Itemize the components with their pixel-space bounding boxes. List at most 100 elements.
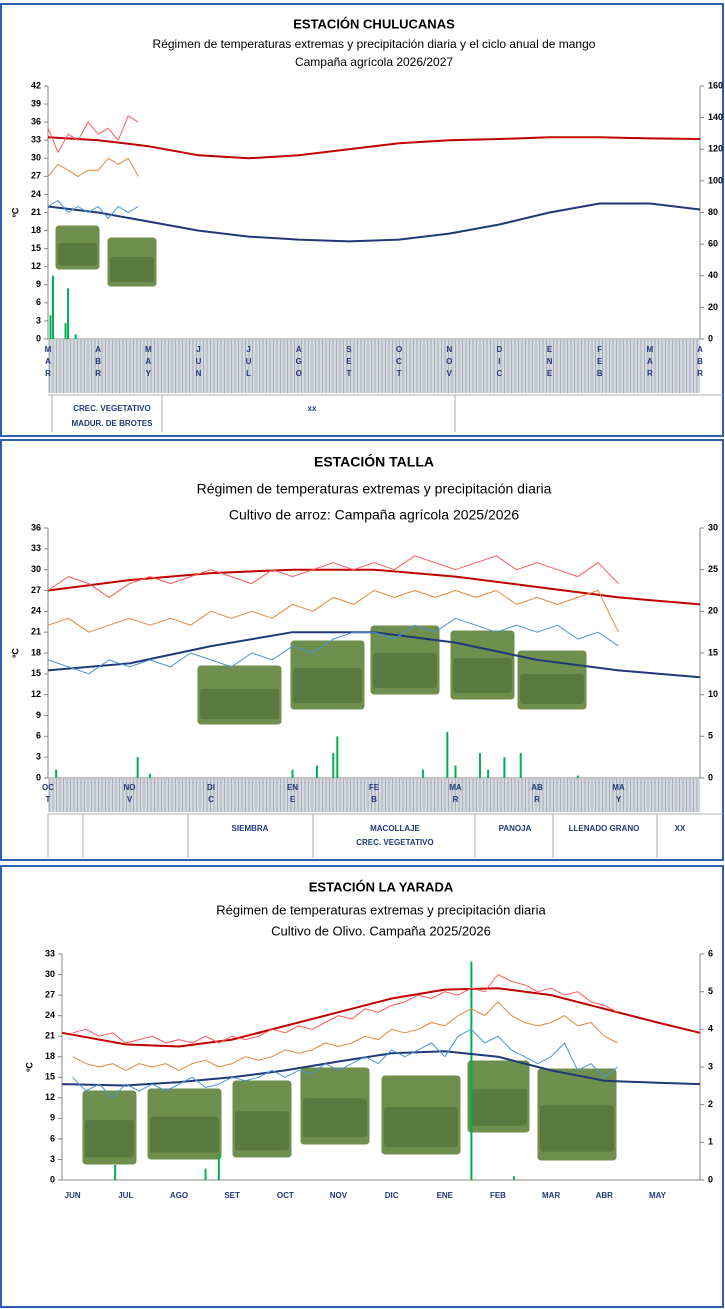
precip-bar: [64, 323, 67, 339]
y-tick-label: 39: [31, 98, 41, 108]
y-tick-label: 33: [31, 543, 41, 553]
y2-tick-label: 15: [708, 647, 718, 657]
day-strip: [48, 779, 700, 812]
photo-shade: [110, 257, 154, 282]
precip-bar: [487, 769, 490, 778]
y2-tick-label: 5: [708, 986, 713, 996]
y-tick-label: 0: [36, 333, 41, 343]
line: [72, 974, 618, 1044]
y2-tick-label: 80: [708, 207, 718, 217]
photo-shade: [85, 1120, 134, 1158]
y-tick-label: 30: [31, 564, 41, 574]
precip-bar: [52, 275, 55, 339]
y-tick-label: 6: [36, 731, 41, 741]
photo-shade: [470, 1089, 527, 1126]
precip-bar: [217, 1153, 220, 1180]
y-tick-label: 9: [50, 1113, 55, 1123]
y2-tick-label: 40: [708, 270, 718, 280]
chart-subtitle: Régimen de temperaturas extremas y preci…: [197, 481, 552, 497]
y-tick-label: 0: [50, 1174, 55, 1184]
y-tick-label: 21: [31, 207, 41, 217]
y-tick-label: 30: [31, 153, 41, 163]
line: [47, 115, 139, 153]
precip-bar: [315, 765, 318, 778]
chart-title: ESTACIÓN TALLA: [314, 453, 434, 470]
y-tick-label: 12: [31, 261, 41, 271]
y-axis-label: ºC: [10, 648, 20, 658]
phase-label: LLENADO GRANO: [569, 824, 640, 833]
photo-shade: [373, 653, 437, 688]
y-axis-label: ºC: [24, 1062, 34, 1072]
y2-tick-label: 25: [708, 564, 718, 574]
photo-shade: [200, 689, 279, 719]
precip-bar: [336, 736, 339, 778]
line: [47, 555, 619, 598]
y-tick-label: 21: [45, 1031, 55, 1041]
photo-shade: [303, 1098, 367, 1138]
chart-subtitle: Campaña agrícola 2026/2027: [295, 55, 453, 69]
y2-tick-label: 120: [708, 144, 723, 154]
line: [72, 1001, 618, 1071]
line: [47, 617, 619, 675]
y2-tick-label: 2: [708, 1099, 713, 1109]
y2-tick-label: 60: [708, 239, 718, 249]
chart-title: ESTACIÓN LA YARADA: [309, 879, 454, 894]
y-tick-label: 9: [36, 279, 41, 289]
y-tick-label: 24: [31, 606, 41, 616]
day-strip: [48, 340, 700, 393]
y-tick-label: 18: [31, 225, 41, 235]
y2-tick-label: 3: [708, 1061, 713, 1071]
line: [72, 1028, 618, 1099]
precip-bar: [512, 1176, 515, 1180]
y-tick-label: 15: [45, 1072, 55, 1082]
y2-tick-label: 1: [708, 1137, 713, 1147]
precip-bar: [74, 334, 77, 339]
precip-bar: [148, 773, 151, 778]
x-tick-label: JUL: [118, 1191, 133, 1200]
precip-bar: [470, 961, 473, 1180]
chart-subtitle: Régimen de temperaturas extremas y preci…: [216, 902, 546, 917]
y-tick-label: 36: [31, 522, 41, 532]
phase-label: CREC. VEGETATIVO: [356, 838, 434, 847]
y-tick-label: 24: [45, 1010, 55, 1020]
y-tick-label: 3: [50, 1154, 55, 1164]
y-tick-label: 33: [31, 135, 41, 145]
y-tick-label: 12: [31, 689, 41, 699]
y-tick-label: 6: [50, 1133, 55, 1143]
x-tick-label: MAR: [542, 1191, 560, 1200]
precip-bar: [446, 732, 449, 778]
y-tick-label: 15: [31, 668, 41, 678]
precip-bar: [421, 769, 424, 778]
photo-shade: [453, 658, 512, 693]
y2-tick-label: 0: [708, 772, 713, 782]
x-tick-label: MAY: [649, 1191, 667, 1200]
photo-shade: [235, 1111, 289, 1151]
x-tick-label: SET: [224, 1191, 240, 1200]
precip-bar: [291, 769, 294, 778]
chart-title: ESTACIÓN CHULUCANAS: [293, 16, 455, 31]
y-tick-label: 27: [45, 989, 55, 999]
line: [47, 157, 139, 177]
precip-bar: [49, 315, 52, 339]
chart-subtitle: Cultivo de Olivo. Campaña 2025/2026: [271, 923, 491, 938]
y-tick-label: 3: [36, 315, 41, 325]
y2-tick-label: 160: [708, 80, 723, 90]
photo-shade: [150, 1116, 219, 1153]
line: [47, 136, 701, 160]
precip-bar: [114, 1164, 117, 1180]
y-tick-label: 18: [45, 1051, 55, 1061]
precip-bar: [67, 288, 70, 339]
